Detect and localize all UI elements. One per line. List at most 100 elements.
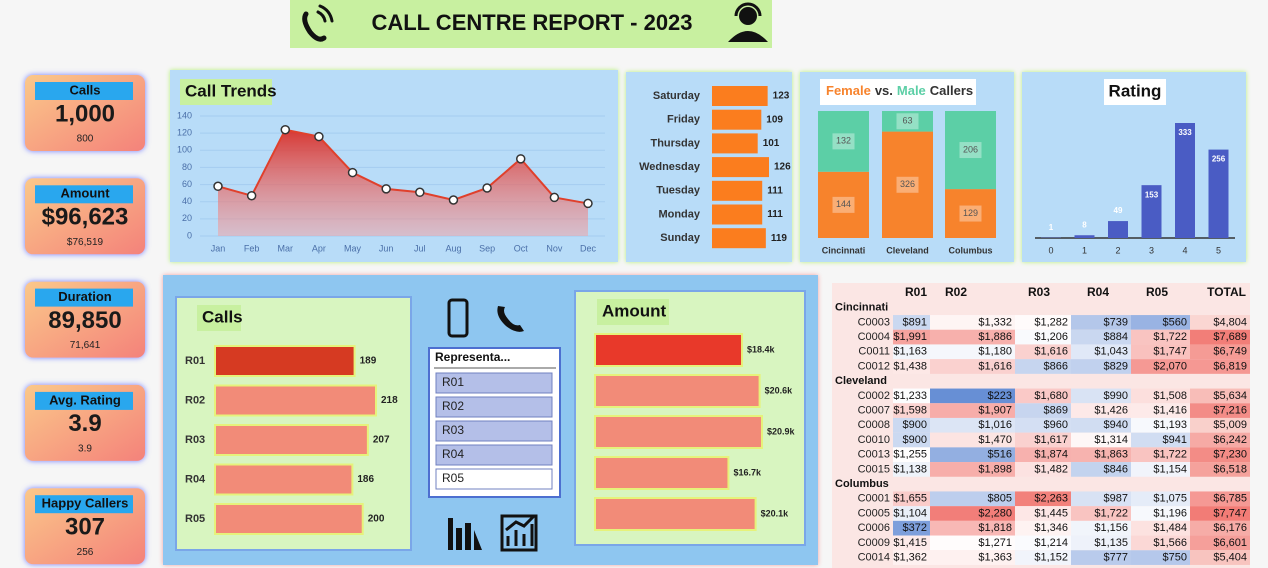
mobile-icon [447, 298, 469, 338]
kpi-value: 89,850 [48, 307, 121, 334]
cell [930, 329, 1015, 345]
cell [930, 462, 1015, 477]
cell-value: $884 [1104, 331, 1128, 343]
value-label: $16.7k [733, 467, 762, 477]
slicer-item[interactable] [435, 372, 553, 394]
cell [1190, 417, 1250, 433]
bar-segment [882, 131, 933, 238]
cell [1190, 344, 1250, 360]
bar [594, 333, 744, 367]
cell-value: $1,196 [1153, 507, 1187, 519]
cell [1131, 388, 1190, 404]
phone-icon [302, 4, 334, 42]
value-label: $20.9k [767, 426, 796, 436]
cell [893, 535, 930, 551]
cell-value: $869 [1044, 405, 1068, 417]
category-label: Wednesday [639, 161, 701, 173]
cell [893, 550, 930, 565]
cell-value: $846 [1104, 463, 1128, 475]
cell-value: $1,566 [1153, 537, 1187, 549]
cell-value: $1,438 [893, 360, 927, 372]
cell [1015, 462, 1071, 477]
value-label: 126 [774, 162, 791, 173]
cell [930, 491, 1015, 507]
column-header: R03 [1028, 285, 1050, 299]
bar [214, 345, 356, 377]
row-id: C0002 [858, 390, 890, 402]
group-label: Columbus [835, 478, 889, 490]
cell-value: $891 [903, 316, 927, 328]
bar [1108, 221, 1128, 238]
cell-value: $750 [1163, 552, 1187, 564]
bar [712, 157, 769, 178]
cell [930, 520, 1015, 536]
cell [1071, 329, 1131, 345]
line [217, 128, 589, 205]
cell [893, 462, 930, 477]
cell-value: $1,722 [1153, 331, 1187, 343]
cell [893, 388, 930, 404]
cell-value: $7,747 [1213, 507, 1247, 519]
cell [1131, 403, 1190, 418]
bar [214, 384, 377, 417]
cell-value: $6,518 [1213, 463, 1247, 475]
cell [1131, 315, 1190, 330]
group-label: Cincinnati [835, 302, 888, 314]
slicer-item[interactable] [435, 444, 553, 466]
cell [1015, 506, 1071, 521]
point [549, 192, 560, 203]
cell-value: $960 [1044, 419, 1068, 431]
cell-value: $6,176 [1213, 522, 1247, 534]
x-tick-label: Jul [414, 243, 426, 253]
slicer-item[interactable] [435, 396, 553, 418]
cell-value: $7,230 [1213, 449, 1247, 461]
cell-value: $6,819 [1213, 360, 1247, 372]
cell-value: $1,415 [893, 537, 927, 549]
x-tick-label: Cincinnati [822, 245, 866, 255]
cell [1015, 403, 1071, 418]
value-label: 144 [836, 199, 851, 209]
value-label: 200 [368, 514, 385, 525]
kpi-previous: 3.9 [78, 444, 92, 455]
point [381, 184, 391, 194]
cell-value: $1,616 [1034, 346, 1068, 358]
cell-value: $829 [1104, 360, 1128, 372]
cell [1015, 550, 1071, 565]
bar [214, 503, 364, 535]
cell [1015, 535, 1071, 551]
kpi-label-box [35, 185, 133, 204]
label-box [896, 176, 919, 193]
cell [1071, 403, 1131, 418]
cell-value: $516 [988, 449, 1012, 461]
kpi-value: 307 [65, 514, 105, 541]
value-label: 206 [963, 144, 978, 154]
point [583, 198, 593, 209]
cell-value: $1,138 [893, 463, 927, 475]
cell-value: $1,863 [1094, 449, 1128, 461]
cell [893, 344, 930, 360]
column-header: R01 [905, 285, 927, 299]
row-id: C0008 [858, 419, 890, 431]
x-tick-label: 3 [1149, 245, 1154, 255]
slicer-item-label: R03 [442, 423, 464, 437]
cell [1015, 432, 1071, 448]
row-id: C0012 [858, 360, 890, 372]
cell-value: $1,362 [893, 552, 927, 564]
slicer-item[interactable] [435, 468, 553, 490]
cell [893, 491, 930, 507]
category-label: Thursday [650, 137, 700, 149]
bar [712, 109, 762, 130]
cell [1015, 388, 1071, 404]
x-tick-label: Nov [546, 243, 563, 253]
cell-value: $1,016 [978, 419, 1012, 431]
y-tick-label: 60 [182, 179, 192, 189]
cell [1071, 462, 1131, 477]
cell-value: $6,785 [1213, 493, 1247, 505]
cell [1131, 506, 1190, 521]
kpi-value: 3.9 [68, 410, 101, 437]
cell [1015, 447, 1071, 463]
cell-value: $990 [1104, 390, 1128, 402]
slicer-item[interactable] [435, 420, 553, 442]
bar [594, 456, 730, 490]
cell [1190, 432, 1250, 448]
